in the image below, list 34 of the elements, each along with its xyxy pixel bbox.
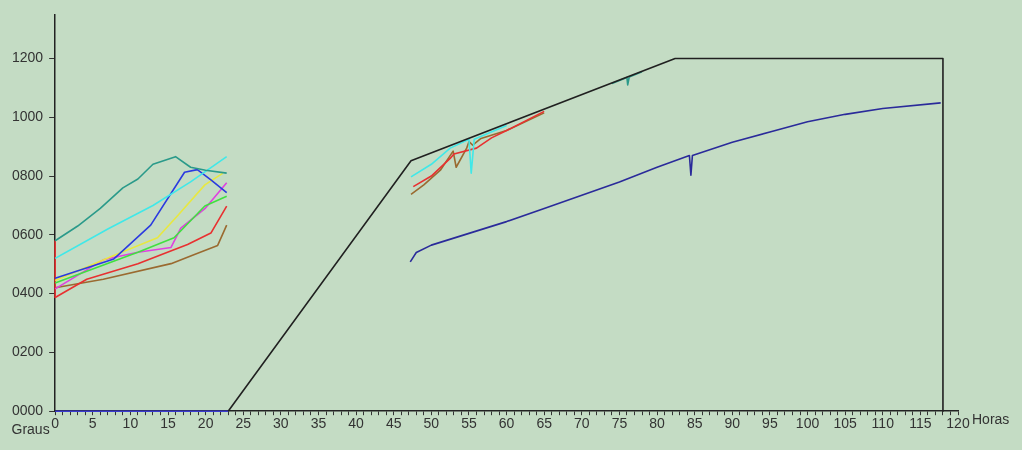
y-tick-label: 1200 xyxy=(11,49,44,66)
x-tick-label: 45 xyxy=(385,415,402,432)
x-tick-label: 80 xyxy=(649,415,666,432)
x-tick-label: 85 xyxy=(686,415,703,432)
y-axis-title: Graus xyxy=(11,421,50,438)
x-tick-label: 100 xyxy=(795,415,820,432)
x-tick-label: 65 xyxy=(536,415,553,432)
x-tick-label: 115 xyxy=(909,415,932,432)
y-tick-label: 0800 xyxy=(11,166,44,183)
x-tick-label: 15 xyxy=(160,415,176,432)
x-tick-label: 90 xyxy=(724,415,741,432)
x-tick-label: 95 xyxy=(762,415,778,432)
y-tick-label: 0000 xyxy=(11,402,44,419)
x-tick-label: 35 xyxy=(310,415,327,432)
x-tick-label: 10 xyxy=(122,415,139,432)
x-tick-label: 5 xyxy=(88,415,97,432)
x-tick-label: 0 xyxy=(51,415,60,432)
y-tick-label: 0400 xyxy=(11,284,44,301)
x-tick-label: 20 xyxy=(197,415,214,432)
x-tick-label: 105 xyxy=(833,415,858,432)
x-tick-label: 40 xyxy=(348,415,365,432)
x-tick-label: 120 xyxy=(946,415,970,432)
y-tick-label: 0200 xyxy=(11,343,44,360)
x-tick-label: 70 xyxy=(574,415,590,432)
x-tick-label: 25 xyxy=(235,415,252,432)
y-tick-label: 0600 xyxy=(11,225,44,242)
x-tick-label: 50 xyxy=(423,415,440,432)
x-tick-label: 30 xyxy=(273,415,289,432)
x-tick-label: 110 xyxy=(871,415,895,432)
x-tick-label: 60 xyxy=(498,415,515,432)
x-axis-title: Horas xyxy=(972,411,1010,428)
x-tick-label: 75 xyxy=(611,415,628,432)
x-tick-label: 55 xyxy=(461,415,477,432)
y-tick-label: 1000 xyxy=(11,108,44,125)
